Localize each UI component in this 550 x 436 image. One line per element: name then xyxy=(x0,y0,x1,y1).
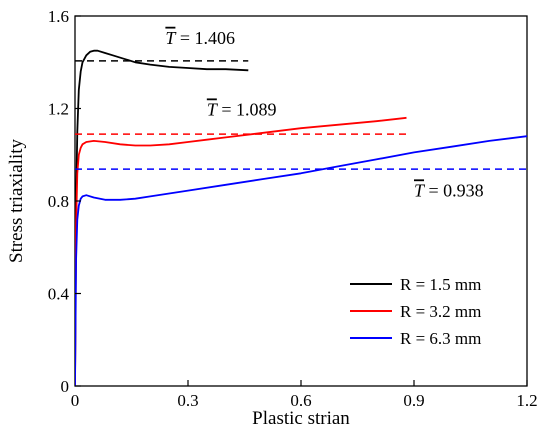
annotation-value-3: = 0.938 xyxy=(424,180,484,200)
annotation-symbol-1: T xyxy=(165,28,177,48)
y-tick-label-3: 0.8 xyxy=(48,192,69,211)
x-axis-title: Plastic strian xyxy=(252,408,350,429)
legend-label-1: R = 1.5 mm xyxy=(400,275,481,294)
y-tick-label-1: 0 xyxy=(61,377,70,396)
x-tick-label-2: 0.6 xyxy=(290,391,311,410)
x-tick-label-origin: 0 xyxy=(71,391,80,410)
y-axis-title: Stress triaxiality xyxy=(6,138,27,263)
legend-label-2: R = 3.2 mm xyxy=(400,302,481,321)
legend: R = 1.5 mm R = 3.2 mm R = 6.3 mm xyxy=(350,275,481,348)
legend-label-3: R = 6.3 mm xyxy=(400,329,481,348)
annotation-3: T = 0.938 xyxy=(414,180,484,200)
x-tick-label-4: 1.2 xyxy=(516,391,537,410)
reference-lines xyxy=(75,60,527,170)
series-line-3 xyxy=(75,135,527,386)
y-tick-label-4: 1.2 xyxy=(48,100,69,119)
x-tick-label-1: 0.3 xyxy=(177,391,198,410)
series-line-1 xyxy=(75,49,249,386)
y-tick-label-2: 0.4 xyxy=(48,285,70,304)
annotation-value-1: = 1.406 xyxy=(175,28,235,48)
annotation-value-2: = 1.089 xyxy=(217,99,277,119)
series-line-2 xyxy=(75,116,407,386)
annotation-symbol-3: T xyxy=(414,180,426,200)
y-tick-label-5: 1.6 xyxy=(48,7,69,26)
annotation-2: T = 1.089 xyxy=(207,99,277,119)
axes: 0.3 0.6 0.9 1.2 00 0.4 0.8 1.2 1.6 Plastic strian… xyxy=(6,7,538,429)
annotation-1: T = 1.406 xyxy=(165,28,235,48)
series-layer xyxy=(75,49,527,386)
annotation-symbol-2: T xyxy=(207,99,219,119)
x-tick-label-3: 0.9 xyxy=(403,391,424,410)
